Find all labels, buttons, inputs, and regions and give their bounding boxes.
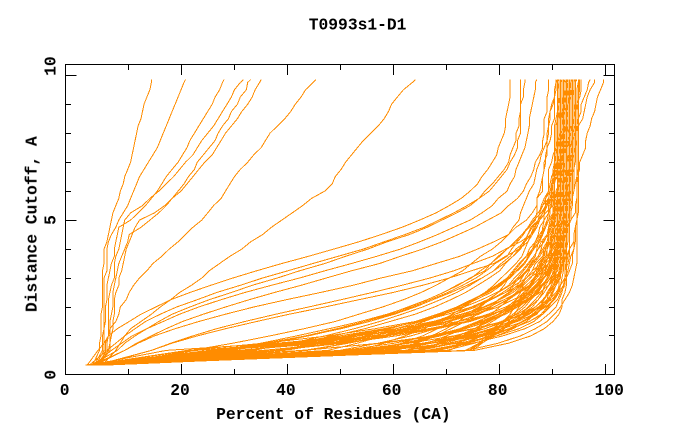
- svg-text:0: 0: [42, 370, 61, 380]
- svg-text:Distance Cutoff, A: Distance Cutoff, A: [23, 136, 42, 312]
- svg-text:0: 0: [60, 381, 70, 400]
- svg-text:60: 60: [382, 381, 402, 400]
- svg-text:80: 80: [488, 381, 508, 400]
- svg-text:T0993s1-D1: T0993s1-D1: [309, 16, 407, 35]
- svg-text:100: 100: [595, 381, 624, 400]
- svg-text:10: 10: [42, 56, 61, 76]
- svg-text:40: 40: [276, 381, 296, 400]
- svg-text:20: 20: [170, 381, 190, 400]
- svg-text:5: 5: [42, 215, 61, 225]
- svg-text:Percent of Residues (CA): Percent of Residues (CA): [216, 405, 451, 424]
